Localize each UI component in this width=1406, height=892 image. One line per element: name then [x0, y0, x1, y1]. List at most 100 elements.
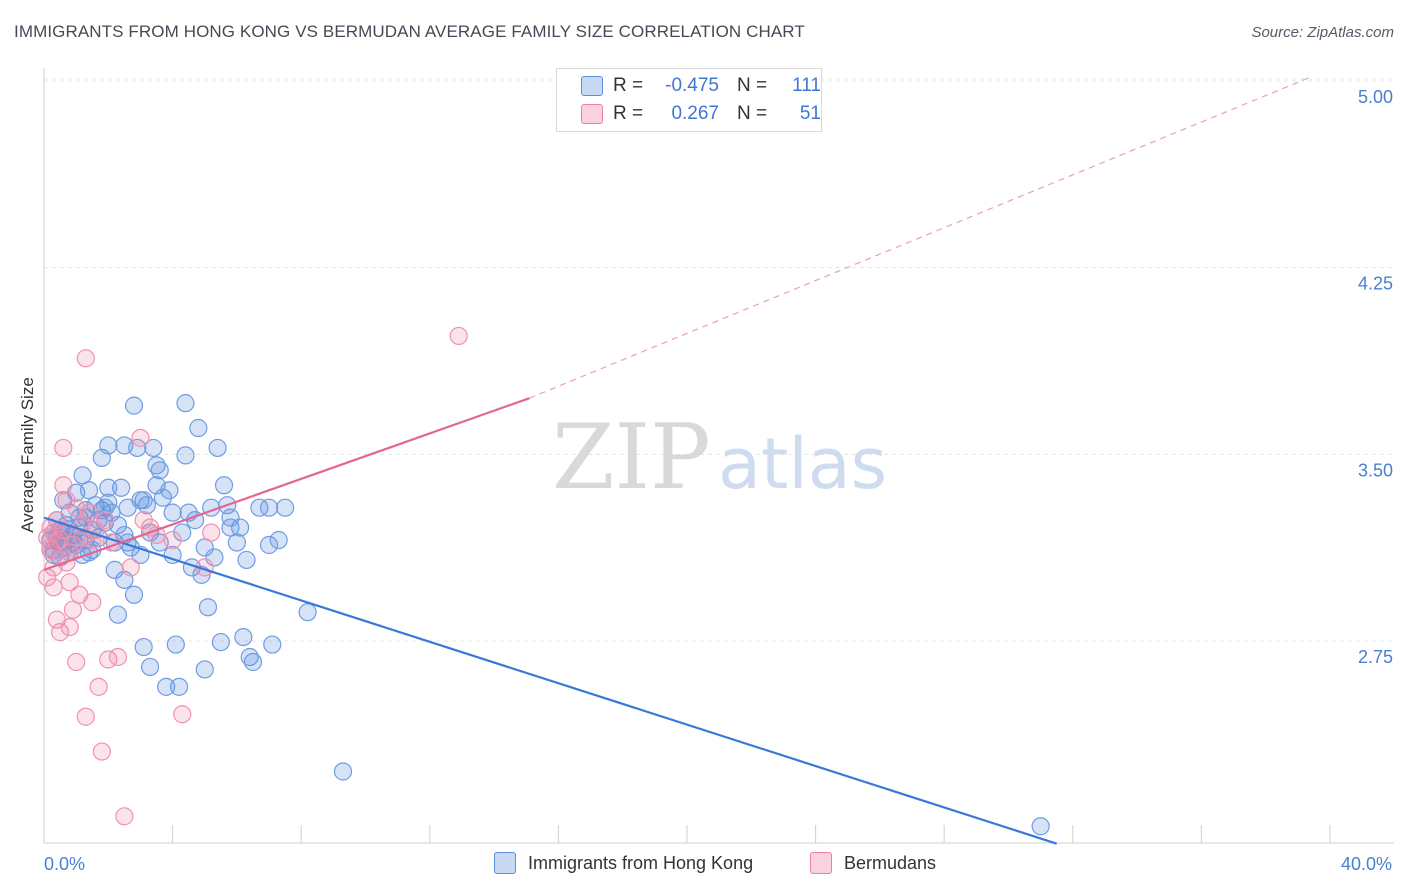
series-bermudans — [38, 326, 468, 826]
data-point-hong-kong — [124, 585, 144, 604]
data-point-bermudans — [50, 623, 70, 642]
watermark: ZIP atlas — [552, 405, 887, 510]
bottom-legend-bermudans: Bermudans — [810, 852, 936, 874]
data-point-hong-kong — [115, 436, 134, 455]
data-point-bermudans — [115, 807, 134, 826]
data-point-hong-kong — [173, 523, 192, 542]
data-point-hong-kong — [134, 491, 153, 510]
bottom-legend-label: Immigrants from Hong Kong — [528, 852, 754, 873]
y-tick-label: 3.50 — [1358, 460, 1393, 480]
data-point-hong-kong — [176, 394, 195, 413]
data-point-hong-kong — [163, 503, 182, 522]
data-point-bermudans — [92, 742, 111, 761]
data-point-hong-kong — [198, 598, 218, 617]
data-point-hong-kong — [124, 396, 144, 415]
legend-swatch-blue — [581, 76, 603, 96]
legend-swatch-pink — [581, 104, 603, 124]
y-tick-label: 4.25 — [1358, 274, 1393, 294]
x-tick-left: 0.0% — [44, 854, 85, 874]
data-point-bermudans — [95, 511, 115, 530]
data-point-hong-kong — [137, 496, 156, 515]
data-point-hong-kong — [176, 446, 195, 465]
data-point-hong-kong — [112, 478, 131, 497]
data-point-hong-kong — [298, 603, 317, 622]
data-point-hong-kong — [276, 498, 295, 517]
trend-lines — [43, 76, 1311, 845]
data-point-hong-kong — [153, 488, 173, 507]
data-point-hong-kong — [108, 605, 128, 624]
data-point-hong-kong — [221, 508, 240, 527]
data-point-hong-kong — [157, 677, 176, 696]
data-point-hong-kong — [263, 635, 282, 654]
data-point-hong-kong — [211, 632, 230, 652]
data-point-hong-kong — [195, 660, 214, 679]
chart-source: Source: ZipAtlas.com — [1251, 24, 1394, 41]
trend-line-bermudans-extension — [529, 76, 1311, 399]
data-point-hong-kong — [237, 550, 256, 570]
y-axis-label: Average Family Size — [18, 377, 37, 533]
data-point-bermudans — [76, 707, 95, 726]
legend-r-value: -0.475 — [665, 75, 719, 96]
data-point-bermudans — [173, 705, 192, 724]
legend-r-label: R = — [613, 75, 644, 96]
legend-row-bermudans: R = 0.267 N = 51 — [581, 101, 821, 127]
data-point-bermudans — [54, 476, 73, 495]
data-point-hong-kong — [221, 518, 240, 537]
data-point-hong-kong — [240, 647, 259, 667]
bottom-legend-swatch-blue — [494, 852, 516, 874]
data-point-bermudans — [89, 677, 108, 696]
bottom-legend-hong-kong: Immigrants from Hong Kong — [494, 852, 753, 874]
data-point-hong-kong — [259, 535, 279, 555]
data-point-hong-kong — [160, 481, 179, 500]
series-hong-kong — [41, 394, 1050, 836]
correlation-legend: R = -0.475 N = 111 R = 0.267 N = 51 — [556, 68, 822, 132]
data-point-hong-kong — [269, 530, 288, 550]
data-point-hong-kong — [333, 762, 353, 781]
data-point-bermudans — [76, 349, 95, 368]
data-point-bermudans — [134, 511, 153, 530]
trend-line-hong-kong — [43, 516, 1058, 845]
data-point-hong-kong — [243, 652, 263, 672]
data-point-hong-kong — [150, 461, 169, 480]
data-point-bermudans — [108, 647, 128, 667]
bottom-legend-label: Bermudans — [844, 852, 937, 873]
data-point-hong-kong — [169, 677, 189, 696]
data-point-hong-kong — [208, 438, 227, 458]
data-point-bermudans — [449, 326, 468, 346]
data-point-bermudans — [41, 540, 60, 560]
data-point-bermudans — [83, 530, 102, 550]
data-point-bermudans — [202, 523, 221, 542]
data-point-hong-kong — [1031, 817, 1050, 836]
chart-title: IMMIGRANTS FROM HONG KONG VS BERMUDAN AV… — [14, 22, 805, 41]
legend-r-label: R = — [613, 103, 644, 124]
data-point-bermudans — [54, 438, 73, 458]
data-point-hong-kong — [259, 498, 279, 517]
data-point-hong-kong — [163, 545, 182, 565]
x-tick-right: 40.0% — [1341, 854, 1392, 874]
bottom-legend-swatch-pink — [810, 852, 832, 874]
data-point-hong-kong — [166, 635, 185, 654]
data-point-bermudans — [57, 491, 76, 510]
data-point-bermudans — [131, 428, 150, 448]
data-point-hong-kong — [99, 493, 118, 512]
data-point-hong-kong — [231, 518, 250, 537]
legend-n-value: 111 — [792, 75, 821, 96]
trend-line-bermudans — [43, 397, 530, 571]
data-point-bermudans — [67, 652, 86, 672]
watermark-atlas: atlas — [718, 423, 887, 505]
legend-n-label: N = — [737, 103, 768, 124]
data-point-hong-kong — [189, 418, 208, 438]
data-point-hong-kong — [234, 627, 253, 647]
data-point-bermudans — [163, 530, 182, 550]
data-point-bermudans — [60, 618, 79, 637]
y-tick-labels: 5.00 4.25 3.50 2.75 — [1358, 87, 1393, 667]
y-tick-label: 5.00 — [1358, 87, 1393, 107]
data-point-bermudans — [121, 558, 140, 577]
data-point-bermudans — [44, 578, 63, 597]
data-point-hong-kong — [99, 478, 118, 497]
data-point-hong-kong — [250, 498, 269, 517]
watermark-zip: ZIP — [552, 405, 711, 510]
legend-row-hong-kong: R = -0.475 N = 111 — [581, 73, 821, 99]
legend-n-label: N = — [737, 75, 768, 96]
